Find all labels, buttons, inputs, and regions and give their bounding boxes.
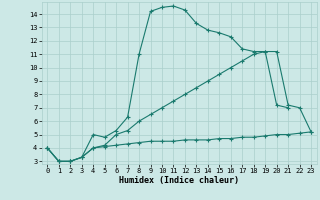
X-axis label: Humidex (Indice chaleur): Humidex (Indice chaleur) <box>119 176 239 185</box>
